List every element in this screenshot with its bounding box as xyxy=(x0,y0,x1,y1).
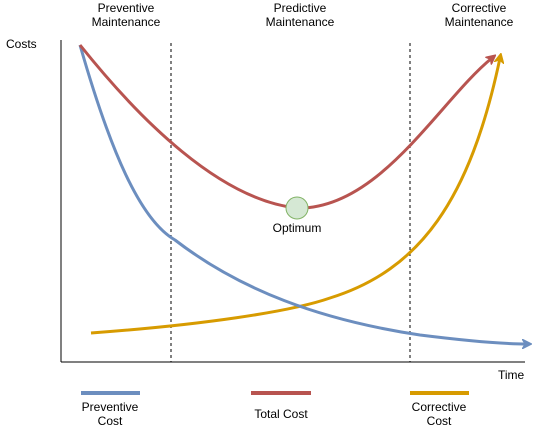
legend-total-label: Total Cost xyxy=(254,407,308,421)
preventive-cost-curve xyxy=(78,44,527,344)
region-preventive-label-line2: Maintenance xyxy=(92,15,161,29)
region-predictive-label-line2: Maintenance xyxy=(266,15,335,29)
y-axis-label: Costs xyxy=(6,37,37,51)
x-axis-label: Time xyxy=(498,368,525,382)
region-corrective-label-line2: Maintenance xyxy=(445,15,514,29)
corrective-cost-curve xyxy=(90,58,500,335)
region-preventive-label-line1: Preventive xyxy=(98,1,155,15)
legend-corrective-label-line2: Cost xyxy=(427,414,452,426)
legend-preventive-label-line2: Cost xyxy=(98,414,123,426)
legend-preventive-label-line1: Preventive xyxy=(82,400,139,414)
region-predictive-label-line1: Predictive xyxy=(274,1,327,15)
optimum-point xyxy=(285,196,309,220)
total-cost-curve xyxy=(78,44,492,210)
optimum-label: Optimum xyxy=(273,221,322,235)
region-corrective-label-line1: Corrective xyxy=(452,1,507,15)
legend-corrective-label-line1: Corrective xyxy=(412,400,467,414)
legend: Preventive Cost Total Cost Corrective Co… xyxy=(81,391,469,426)
